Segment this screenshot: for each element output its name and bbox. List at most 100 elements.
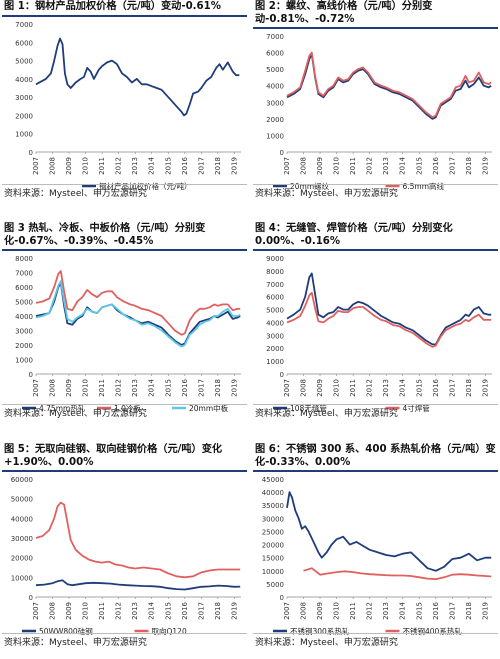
x-tick-label: 2007 [283,157,291,175]
x-tick-label: 2013 [131,602,139,620]
series-line-1 [35,37,240,117]
chart-panel-5: 图 5：无取向硅钢、取向硅钢价格（元/吨）变化+1.90%、0.00% 0 100… [2,443,247,659]
x-tick-label: 2008 [49,602,57,620]
x-tick-label: 2013 [131,379,139,397]
title-rule [253,27,498,29]
legend-label: 108无缝管 [290,403,327,413]
x-tick-label: 2017 [448,602,456,620]
legend-label: 钢材产品加权价格（元/吨） [99,181,192,191]
y-tick-label: 0 [280,371,284,379]
legend-label: 取向Q120 [152,626,187,636]
series-line-2 [303,567,492,581]
line-chart: 0 1000 2000 3000 4000 5000 6000 7000 8000 9000 200… [266,255,492,413]
y-tick-label: 30000 [11,535,33,543]
series-line-2 [35,501,241,579]
chart-panel-2: 图 2：螺纹、高线价格（元/吨）分别变动-0.81%、-0.72% 0 1000 2… [253,0,498,216]
x-tick-label: 2010 [82,157,90,175]
x-tick-label: 2008 [300,379,308,397]
x-tick-label: 2019 [230,379,238,397]
x-tick-label: 2013 [382,379,390,397]
y-tick-label: 9000 [266,255,284,263]
x-tick-label: 2011 [98,602,106,620]
x-tick-label: 2017 [448,379,456,397]
x-tick-label: 2015 [415,602,423,620]
x-tick-label: 2016 [432,601,440,619]
x-tick-label: 2018 [214,157,222,175]
y-tick-label: 5000 [266,581,284,589]
chart-title: 图 6：不锈钢 300 系、400 系热轧价格（元/吨）变化-0.33%、0.0… [255,444,496,468]
title-rule [253,249,498,251]
y-tick-label: 2000 [15,112,33,120]
y-tick-label: 4000 [266,83,284,91]
x-tick-label: 2007 [283,602,291,620]
chart-title: 图 3 热轧、冷板、中板价格（元/吨）分别变化-0.67%、-0.39%、-0.… [4,223,206,247]
y-tick-label: 4000 [15,313,33,321]
x-tick-label: 2018 [214,602,222,620]
x-tick-label: 2014 [148,156,156,174]
y-tick-label: 8000 [15,255,33,263]
y-tick-label: 7000 [15,21,33,29]
x-tick-label: 2012 [366,379,374,397]
y-tick-label: 7000 [15,270,33,278]
y-tick-label: 45000 [262,476,284,484]
source-rule [2,404,247,405]
x-tick-label: 2009 [316,379,324,397]
x-tick-label: 2009 [65,602,73,620]
x-tick-label: 2011 [98,379,106,397]
chart-panel-3: 图 3 热轧、冷板、中板价格（元/吨）分别变化-0.67%、-0.39%、-0.… [2,222,247,438]
y-tick-label: 8000 [266,268,284,276]
x-tick-label: 2015 [164,157,172,175]
x-tick-label: 2010 [333,379,341,397]
y-tick-label: 5000 [15,299,33,307]
series-line-1 [35,579,241,591]
x-tick-label: 2010 [333,157,341,175]
x-tick-label: 2017 [197,602,205,620]
y-tick-label: 0 [29,594,33,602]
x-tick-label: 2012 [115,157,123,175]
chart-title: 图 2：螺纹、高线价格（元/吨）分别变动-0.81%、-0.72% [255,1,433,25]
legend-label: 50WW800硅钢 [39,626,93,636]
x-tick-label: 2007 [32,379,40,397]
series-line-1 [286,272,492,346]
x-tick-label: 2016 [181,601,189,619]
x-tick-label: 2011 [349,157,357,175]
y-tick-label: 2000 [266,116,284,124]
series-line-2 [286,291,492,348]
x-tick-label: 2008 [49,157,57,175]
line-chart: 0 1000 2000 3000 4000 5000 6000 7000 2007 2008 200… [266,33,492,191]
x-tick-label: 2014 [399,601,407,619]
x-tick-label: 2012 [366,157,374,175]
x-tick-label: 2018 [465,602,473,620]
x-tick-label: 2013 [131,157,139,175]
source-rule [253,633,498,634]
y-tick-label: 0 [280,149,284,157]
title-rule [2,15,247,17]
y-tick-label: 5000 [266,307,284,315]
source-rule [253,404,498,405]
title-rule [253,470,498,472]
y-tick-label: 10000 [11,574,33,582]
y-tick-label: 5000 [266,66,284,74]
x-tick-label: 2015 [164,602,172,620]
x-tick-label: 2009 [316,157,324,175]
y-tick-label: 6000 [15,39,33,47]
y-tick-label: 4000 [266,319,284,327]
line-chart: 0 1000 2000 3000 4000 5000 6000 7000 2007 2008 200… [15,21,241,191]
source-note: 资料来源：Mysteel、申万宏源研究 [4,638,147,648]
x-tick-label: 2019 [230,602,238,620]
y-tick-label: 2000 [266,345,284,353]
x-tick-label: 2013 [382,157,390,175]
legend-label: 20mm中板 [189,403,229,413]
x-tick-label: 2008 [300,157,308,175]
y-tick-label: 40000 [262,489,284,497]
legend-label: 不锈钢300系热轧 [290,626,350,636]
chart-panel-6: 图 6：不锈钢 300 系、400 系热轧价格（元/吨）变化-0.33%、0.0… [253,443,498,659]
y-tick-label: 6000 [266,50,284,58]
y-tick-label: 2000 [15,342,33,350]
x-tick-label: 2014 [148,378,156,396]
chart-title: 图 5：无取向硅钢、取向硅钢价格（元/吨）变化+1.90%、0.00% [4,444,223,468]
x-tick-label: 2015 [415,379,423,397]
x-tick-label: 2014 [148,601,156,619]
y-tick-label: 25000 [262,528,284,536]
source-note: 资料来源：Mysteel、申万宏源研究 [255,409,398,419]
